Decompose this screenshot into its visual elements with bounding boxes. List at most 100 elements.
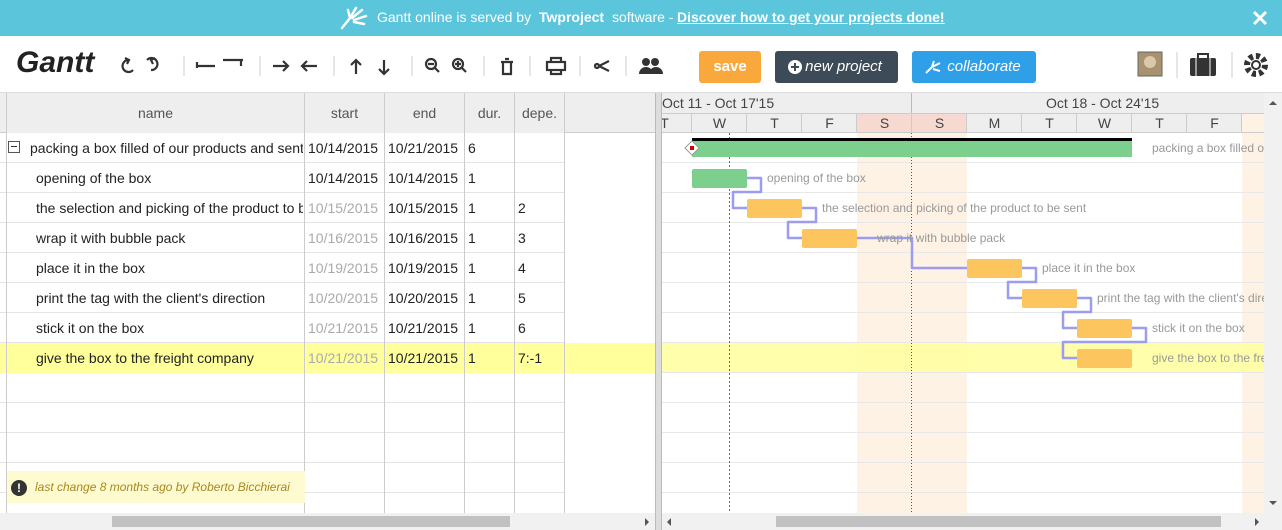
close-banner[interactable] [1252,10,1268,26]
duration: 6 [468,140,476,156]
dependency-link [1061,296,1093,330]
start-date: 10/21/2015 [308,320,379,336]
toggle-minus [11,146,17,147]
day-label: T [662,115,669,131]
last-change: last change 8 months ago by Roberto Bicc… [35,480,290,494]
dependency: 7:-1 [518,350,543,366]
day-label: W [1097,115,1112,131]
dependency: 6 [518,320,526,336]
start-date: 10/14/2015 [308,170,379,186]
column-line [514,133,515,530]
duration: 1 [468,320,476,336]
dependency: 4 [518,260,526,276]
task-name: opening of the box [36,170,152,186]
collaborate-button[interactable]: collaborate [912,51,1036,83]
dependency [518,133,564,163]
banner-link[interactable]: Discover how to get your projects done! [677,9,945,25]
task-bar [802,229,857,248]
hand-icon [340,6,368,30]
save-button[interactable]: save [699,51,761,83]
bar-label: place it in the box [1042,261,1136,275]
dependency-link [731,176,763,210]
column-header: name [7,93,305,133]
end-date: 10/16/2015 [388,230,459,246]
column-header: start [305,93,385,133]
footer-box [7,471,305,503]
bar-label: wrap it with bubble pack [877,231,1006,245]
duration: 1 [468,260,476,276]
task-table: name start end dur. depe. packing a box fille… [0,93,655,530]
column-header: depe. [515,93,565,133]
start-date: 10/16/2015 [308,230,379,246]
start-date: 10/20/2015 [308,290,379,306]
task-name: give the box to the freight company [36,350,254,366]
dependency-link [786,206,818,240]
end-date: 10/21/2015 [388,320,459,336]
day-label: T [770,115,779,131]
row-line [0,192,565,193]
task-name: stick it on the box [36,320,145,336]
collapse-toggle[interactable] [8,141,20,153]
column-header: end [385,93,465,133]
banner-prefix: Gantt online is served by [377,9,532,25]
task-name: print the tag with the client's directio… [36,290,266,306]
warning-icon: ! [11,480,27,496]
banner-suffix: software - [612,9,674,25]
dependency-link [857,236,967,270]
toolbar: Gantt save new project collaborate [0,36,1282,93]
right-scrollbar[interactable] [662,513,1282,530]
row-highlight [0,343,655,373]
row-highlight [662,343,1264,373]
column-line [564,133,565,530]
start-date: 10/14/2015 [308,140,379,156]
day-label: T [1045,115,1054,131]
dependency: 5 [518,290,526,306]
column-header: dur. [465,93,515,133]
row-line [0,402,565,403]
task-name: wrap it with bubble pack [36,230,186,246]
bar-label: give the box to the freight company [1152,351,1264,365]
start-date: 10/21/2015 [308,350,379,366]
gantt-svg [662,93,1264,513]
duration: 1 [468,350,476,366]
row-line [0,252,565,253]
weekend-band [912,133,967,513]
column-line [6,93,7,530]
dependency [518,163,564,193]
column-line [384,133,385,530]
left-scrollbar[interactable] [0,513,655,530]
bar-label: opening of the box [767,171,866,185]
column-line [304,133,305,530]
bar-label: print the tag with the client's directio… [1097,291,1264,305]
day-label: F [825,115,834,131]
duration: 1 [468,290,476,306]
end-date: 10/14/2015 [388,170,459,186]
milestone-dot [690,146,694,150]
day-label: S [934,115,945,131]
task-name: place it in the box [36,260,145,276]
banner-brand: Twproject [539,9,605,25]
end-date: 10/20/2015 [388,290,459,306]
bar-label: packing a box filled of our products and… [1152,141,1264,155]
user-icons[interactable] [1136,50,1276,80]
start-date: 10/19/2015 [308,260,379,276]
weekend-band [857,133,912,513]
collab-icon [925,60,941,74]
task-bar [692,169,747,188]
task-bar [967,259,1022,278]
row-line [0,432,565,433]
column-line [464,133,465,530]
toolbar-icons[interactable] [115,50,685,80]
vertical-scrollbar[interactable] [1264,93,1282,513]
parent-bar [692,140,1132,157]
bar-label: the selection and picking of the product… [822,201,1087,215]
row-line [0,282,565,283]
task-name: packing a box filled of our products and… [30,140,303,156]
end-date: 10/21/2015 [388,350,459,366]
splitter[interactable] [655,93,662,530]
weekend-header [912,113,967,133]
row-line [0,162,565,163]
day-label: T [1155,115,1164,131]
task-name: the selection and picking of the product… [36,200,303,216]
